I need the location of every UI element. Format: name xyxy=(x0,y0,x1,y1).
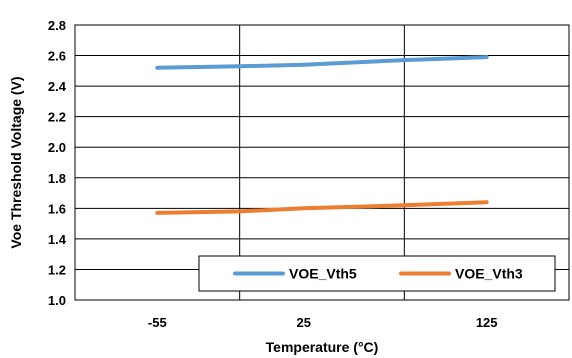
legend: VOE_Vth5 VOE_Vth3 xyxy=(198,255,556,292)
x-tick-labels: -55 25 125 xyxy=(148,315,498,330)
y-tick-label: 2.8 xyxy=(48,18,66,33)
y-tick-labels: 1.0 1.2 1.4 1.6 1.8 2.0 2.2 2.4 2.6 2.8 xyxy=(48,18,67,308)
y-tick-label: 2.0 xyxy=(48,140,66,155)
y-tick-label: 1.0 xyxy=(48,293,66,308)
x-axis-title: Temperature (°C) xyxy=(266,339,379,355)
x-tick-label: -55 xyxy=(148,315,167,330)
legend-label: VOE_Vth5 xyxy=(289,266,357,282)
series-line-voe-vth5 xyxy=(155,55,489,70)
y-tick-label: 2.6 xyxy=(48,49,66,64)
y-tick-label: 1.6 xyxy=(48,201,66,216)
x-tick-label: 125 xyxy=(476,315,498,330)
series-line-voe-vth3 xyxy=(155,200,489,215)
y-tick-label: 2.2 xyxy=(48,110,66,125)
legend-label: VOE_Vth3 xyxy=(455,266,523,282)
series-lines xyxy=(155,55,489,215)
y-axis-title: Voe Threshold Voltage (V) xyxy=(8,76,24,248)
x-tick-label: 25 xyxy=(296,315,310,330)
y-tick-label: 1.8 xyxy=(48,171,66,186)
y-tick-label: 1.4 xyxy=(48,232,67,247)
plot-area xyxy=(74,24,570,301)
y-tick-label: 1.2 xyxy=(48,262,66,277)
y-tick-label: 2.4 xyxy=(48,79,67,94)
